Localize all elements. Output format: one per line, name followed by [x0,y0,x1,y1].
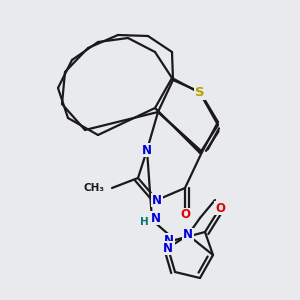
Text: N: N [142,143,152,157]
Text: O: O [180,208,190,221]
Text: H: H [140,217,148,227]
Text: O: O [215,202,225,214]
Text: CH₃: CH₃ [83,183,104,193]
Text: N: N [183,229,193,242]
Text: N: N [163,242,173,254]
Text: N: N [151,212,161,224]
Text: N: N [164,233,174,247]
Text: N: N [152,194,162,206]
Text: S: S [195,85,205,98]
